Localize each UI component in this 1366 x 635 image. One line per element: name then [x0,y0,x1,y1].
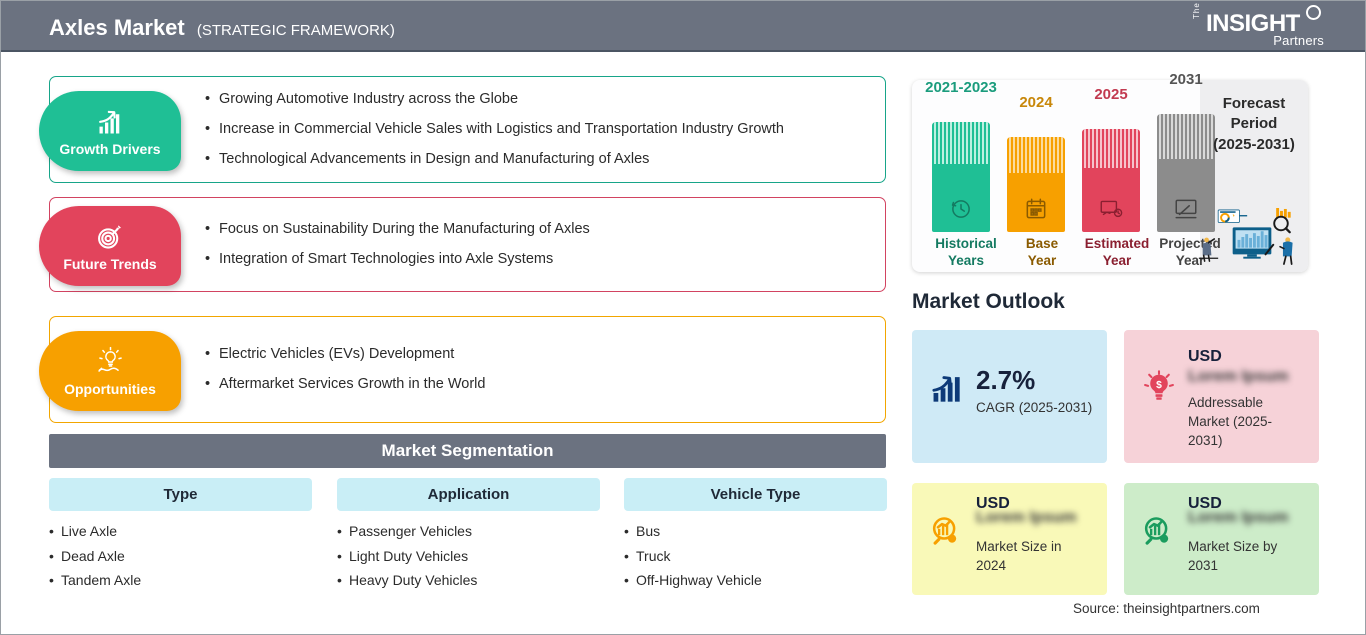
svg-text:$: $ [951,537,954,543]
svg-text:$: $ [1163,537,1166,543]
svg-text:$: $ [1156,380,1162,391]
